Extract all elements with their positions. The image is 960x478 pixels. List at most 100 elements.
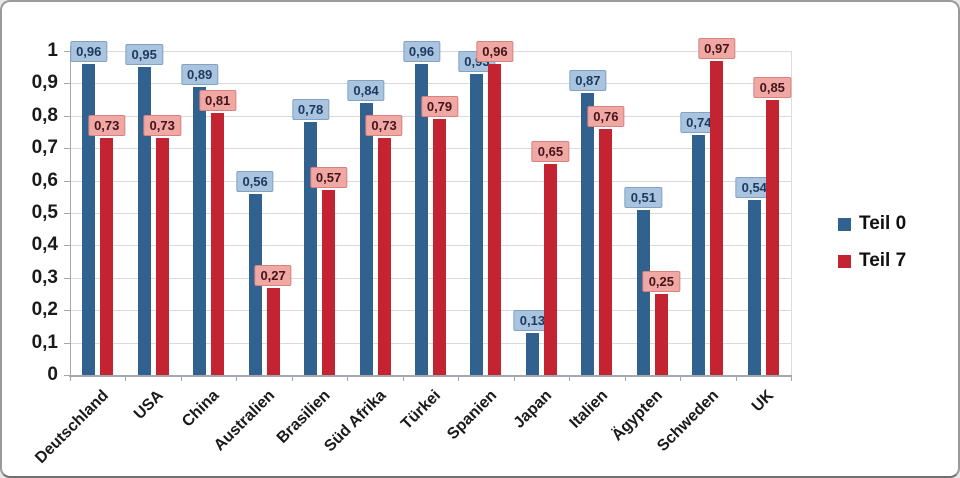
- y-axis-tick: [64, 51, 70, 52]
- bar-value-label-teil-7-brasilien: 0,57: [309, 167, 348, 188]
- category-label-t-rkei: Türkei: [398, 387, 445, 433]
- bar-teil-0-s-d-afrika: [359, 103, 373, 375]
- y-axis-tick: [64, 180, 70, 182]
- x-axis-tick: [735, 375, 737, 381]
- plot-right-border: [791, 51, 792, 375]
- x-axis-tick: [402, 375, 404, 381]
- bar-value-label-teil-7-china: 0,81: [198, 90, 237, 111]
- y-axis-tick: [64, 83, 70, 85]
- bar-value-label-teil-7-deutschland: 0,73: [88, 115, 126, 136]
- gridline: [70, 213, 791, 214]
- bar-teil-0-italien: [581, 93, 595, 375]
- bar-teil-7-brasilien: [322, 190, 336, 375]
- gridline: [70, 148, 791, 150]
- bar-teil-0-t-rkei: [415, 64, 428, 375]
- gridline: [70, 310, 791, 312]
- bar-value-label-teil-0-t-rkei: 0,96: [402, 41, 441, 62]
- y-axis-tick-label: 0,7: [31, 137, 58, 159]
- y-axis-tick: [64, 245, 70, 247]
- category-label--gypten: Ägypten: [609, 387, 667, 445]
- category-label-uk: UK: [748, 387, 778, 416]
- category-label-spanien: Spanien: [443, 387, 500, 444]
- bar-value-label-teil-0-deutschland: 0,96: [70, 41, 108, 62]
- y-axis-line: [70, 46, 71, 375]
- category-label-china: China: [179, 387, 223, 431]
- bar-value-label-teil-7-s-d-afrika: 0,73: [365, 115, 403, 136]
- bar-teil-7-s-d-afrika: [377, 138, 391, 375]
- bar-teil-0-uk: [747, 200, 761, 375]
- legend-swatch-teil-7-icon: [838, 254, 851, 268]
- bar-teil-7-usa: [155, 138, 169, 375]
- bar-teil-0-deutschland: [82, 64, 96, 375]
- bar-teil-0-spanien: [470, 74, 484, 375]
- bar-teil-0-brasilien: [304, 122, 318, 375]
- y-axis-tick: [64, 310, 70, 312]
- x-axis-tick: [180, 375, 182, 381]
- y-axis-tick: [64, 213, 70, 214]
- category-label-italien: Italien: [566, 387, 611, 432]
- y-axis-tick-label: 0,6: [31, 169, 58, 191]
- bar-value-label-teil-7-spanien: 0,96: [476, 41, 514, 62]
- x-axis-tick: [347, 375, 349, 381]
- y-axis-tick: [64, 277, 70, 279]
- bar-teil-7-uk: [765, 100, 779, 375]
- y-axis-tick: [64, 115, 70, 117]
- x-axis-line: [69, 375, 791, 377]
- y-axis-tick-label: 0,8: [31, 104, 58, 126]
- x-axis-tick: [125, 375, 127, 381]
- gridline: [70, 342, 791, 344]
- legend-item-teil-0: Teil 0: [838, 214, 906, 234]
- y-axis-tick-label: 0,9: [31, 72, 58, 94]
- x-axis-tick: [458, 375, 460, 381]
- bar-value-label-teil-7--gypten: 0,25: [642, 271, 680, 292]
- bar-value-label-teil-7-italien: 0,76: [587, 106, 625, 127]
- x-axis-tick: [513, 375, 515, 381]
- y-axis-tick-label: 1: [47, 40, 58, 61]
- legend: Teil 0 Teil 7: [838, 214, 906, 271]
- legend-item-teil-7: Teil 7: [838, 251, 906, 271]
- y-axis-tick-label: 0,5: [31, 202, 58, 223]
- y-axis-tick: [64, 342, 70, 344]
- y-axis-tick: [64, 148, 70, 150]
- bar-teil-0-japan: [525, 333, 539, 375]
- bar-value-label-teil-0-schweden: 0,74: [680, 112, 718, 133]
- y-axis-tick-label: 0: [47, 364, 58, 385]
- bar-value-label-teil-7-t-rkei: 0,79: [420, 96, 459, 117]
- gridline: [70, 245, 791, 247]
- gridline: [70, 180, 791, 182]
- bar-value-label-teil-0-usa: 0,95: [125, 44, 163, 65]
- category-label-deutschland: Deutschland: [31, 387, 112, 467]
- bar-value-label-teil-7-usa: 0,73: [143, 115, 181, 136]
- category-label-japan: Japan: [510, 387, 556, 432]
- x-axis-tick: [624, 375, 626, 381]
- bar-value-label-teil-0-uk: 0,54: [735, 177, 773, 198]
- bar-value-label-teil-0-s-d-afrika: 0,84: [347, 80, 385, 101]
- bar-teil-7-italien: [599, 129, 613, 375]
- bar-teil-7-spanien: [488, 64, 502, 375]
- y-axis-tick-label: 0,4: [31, 234, 58, 256]
- bar-value-label-teil-0-brasilien: 0,78: [291, 99, 330, 120]
- y-axis-tick-label: 0,3: [31, 266, 58, 288]
- bar-teil-7-schweden: [710, 61, 724, 375]
- bar-value-label-teil-7-uk: 0,85: [753, 77, 791, 98]
- bar-value-label-teil-0-china: 0,89: [180, 64, 219, 85]
- bar-value-label-teil-7-japan: 0,65: [531, 141, 570, 162]
- gridline: [70, 83, 791, 85]
- bar-teil-7-japan: [543, 164, 557, 375]
- legend-swatch-teil-0-icon: [838, 217, 851, 231]
- bar-value-label-teil-7-australien: 0,27: [254, 265, 292, 286]
- x-axis-tick: [236, 375, 238, 381]
- bar-teil-0-china: [193, 87, 207, 375]
- bar-teil-7--gypten: [654, 294, 668, 375]
- bar-teil-0-schweden: [692, 135, 706, 375]
- y-axis-tick: [64, 375, 70, 376]
- bar-value-label-teil-0-australien: 0,56: [236, 171, 274, 192]
- x-axis-tick: [569, 375, 571, 381]
- gridline: [70, 277, 791, 279]
- legend-label-teil-0: Teil 0: [859, 213, 907, 234]
- bar-value-label-teil-0-italien: 0,87: [569, 70, 607, 91]
- y-axis-tick-label: 0,2: [31, 299, 58, 321]
- x-axis-tick: [70, 375, 71, 381]
